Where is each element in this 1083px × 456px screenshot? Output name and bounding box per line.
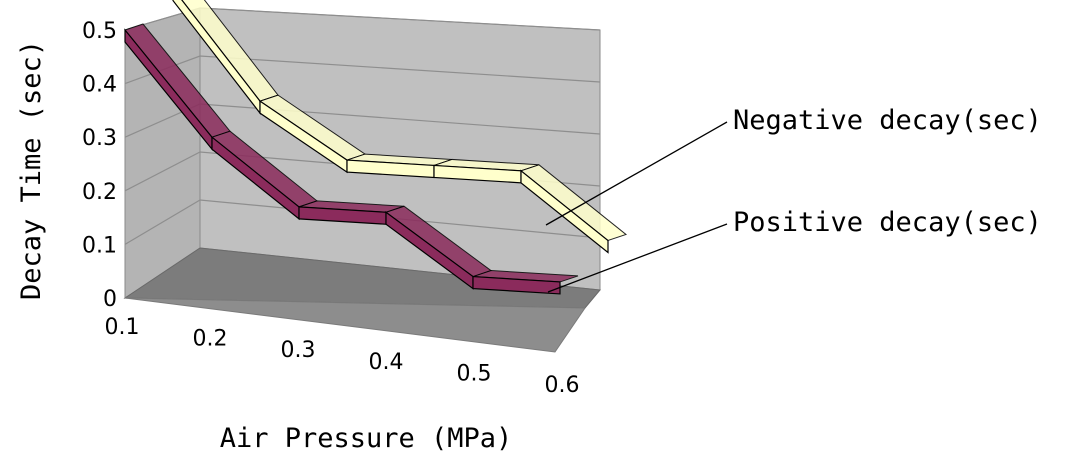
x-tick-label: 0.3	[281, 338, 316, 363]
y-axis-title: Decay Time (sec)	[16, 40, 47, 300]
legend-negative-decay: Negative decay(sec)	[733, 105, 1042, 136]
x-tick-label: 0.6	[545, 373, 580, 398]
y-tick-label: 0	[103, 287, 117, 312]
x-axis-title: Air Pressure (MPa)	[220, 423, 513, 454]
series-segment	[472, 275, 561, 295]
data-point	[385, 217, 387, 219]
data-point	[433, 170, 435, 172]
y-tick-label: 0.2	[82, 180, 117, 205]
data-point	[124, 35, 126, 37]
leader-positive	[547, 223, 728, 293]
leader-negative	[545, 121, 728, 226]
x-tick-label: 0.2	[193, 327, 228, 352]
y-tick-label: 0.1	[82, 233, 117, 258]
data-point	[298, 212, 300, 214]
data-point	[607, 245, 609, 247]
series-layer	[124, 0, 628, 295]
legend-leader-lines	[545, 121, 728, 293]
gridline	[124, 199, 601, 245]
x-tick-label: 0.1	[105, 315, 140, 340]
series-segment	[520, 169, 609, 254]
data-point	[211, 142, 213, 144]
gridline	[124, 55, 601, 85]
x-tick-label: 0.5	[457, 361, 492, 386]
legend-positive-decay: Positive decay(sec)	[733, 207, 1042, 238]
data-point	[520, 176, 522, 178]
data-point	[346, 165, 348, 167]
y-tick-label: 0.4	[82, 73, 117, 98]
y-axis-ticks: 0 0.1 0.2 0.3 0.4 0.5	[82, 19, 117, 312]
data-point	[472, 282, 474, 284]
y-tick-label: 0.5	[82, 19, 117, 44]
floor-front-edge	[124, 297, 586, 353]
series-positive-decay	[124, 23, 579, 295]
x-axis-ticks: 0.1 0.2 0.3 0.4 0.5 0.6	[105, 315, 580, 398]
series-negative-decay	[172, 0, 628, 254]
data-point	[259, 106, 261, 108]
back-wall	[199, 7, 601, 291]
y-tick-label: 0.3	[82, 126, 117, 151]
x-tick-label: 0.4	[369, 350, 404, 375]
